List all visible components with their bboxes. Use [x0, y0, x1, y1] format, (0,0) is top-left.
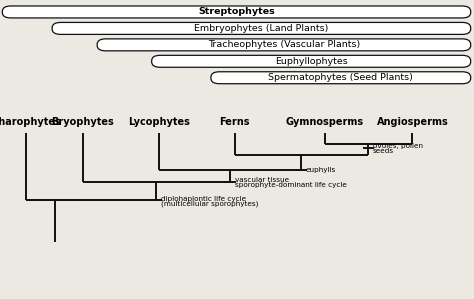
Text: Embryophytes (Land Plants): Embryophytes (Land Plants): [194, 24, 328, 33]
Text: vascular tissue: vascular tissue: [235, 177, 289, 183]
Text: sporophyte-dominant life cycle: sporophyte-dominant life cycle: [235, 182, 346, 188]
FancyBboxPatch shape: [152, 55, 471, 67]
Text: Charophytes: Charophytes: [0, 117, 61, 127]
FancyBboxPatch shape: [97, 39, 471, 51]
Text: Streptophytes: Streptophytes: [198, 7, 275, 16]
Text: Tracheophytes (Vascular Plants): Tracheophytes (Vascular Plants): [208, 40, 360, 49]
Text: seeds: seeds: [373, 148, 394, 154]
Text: ovules, pollen: ovules, pollen: [373, 143, 423, 149]
Text: Bryophytes: Bryophytes: [52, 117, 114, 127]
Text: diplohaplontic life cycle: diplohaplontic life cycle: [161, 196, 246, 202]
Text: euphylls: euphylls: [306, 167, 336, 173]
Text: Gymnosperms: Gymnosperms: [286, 117, 364, 127]
Text: Ferns: Ferns: [219, 117, 250, 127]
FancyBboxPatch shape: [52, 22, 471, 34]
Text: Lycophytes: Lycophytes: [128, 117, 190, 127]
Text: Angiosperms: Angiosperms: [376, 117, 448, 127]
FancyBboxPatch shape: [211, 72, 471, 84]
Text: Spermatophytes (Seed Plants): Spermatophytes (Seed Plants): [268, 73, 413, 82]
FancyBboxPatch shape: [2, 6, 471, 18]
Text: Euphyllophytes: Euphyllophytes: [275, 57, 347, 66]
Text: (multicellular sporophytes): (multicellular sporophytes): [161, 201, 258, 207]
